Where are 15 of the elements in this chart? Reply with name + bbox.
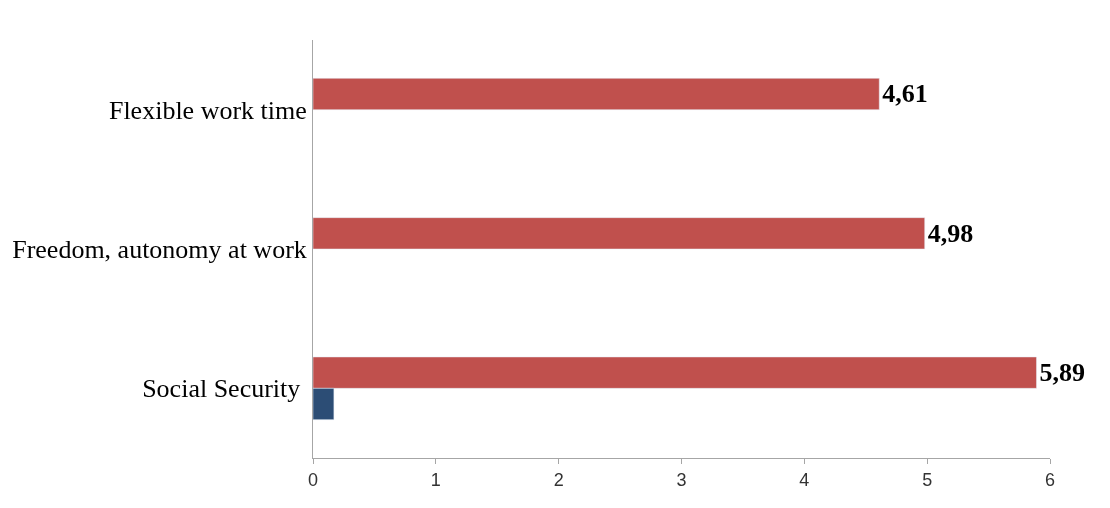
bar	[313, 217, 925, 250]
x-tick-label: 2	[553, 469, 564, 490]
x-tick-label: 6	[1044, 469, 1056, 490]
bar	[313, 78, 880, 110]
x-tick-label: 5	[922, 469, 933, 490]
data-label: 4,61	[882, 79, 928, 109]
y-tick-label: Social Security	[142, 374, 307, 404]
x-tick-label: 1	[430, 469, 441, 490]
y-tick-label: Freedom, autonomy at work	[12, 235, 307, 265]
x-tick-label: 3	[676, 469, 687, 490]
data-label: 4,98	[927, 218, 974, 248]
y-tick-label: Flexible work time	[108, 95, 307, 125]
x-tick-label: 0	[307, 469, 319, 490]
data-label: 5,89	[1039, 358, 1085, 388]
x-tick-label: 4	[799, 469, 810, 490]
